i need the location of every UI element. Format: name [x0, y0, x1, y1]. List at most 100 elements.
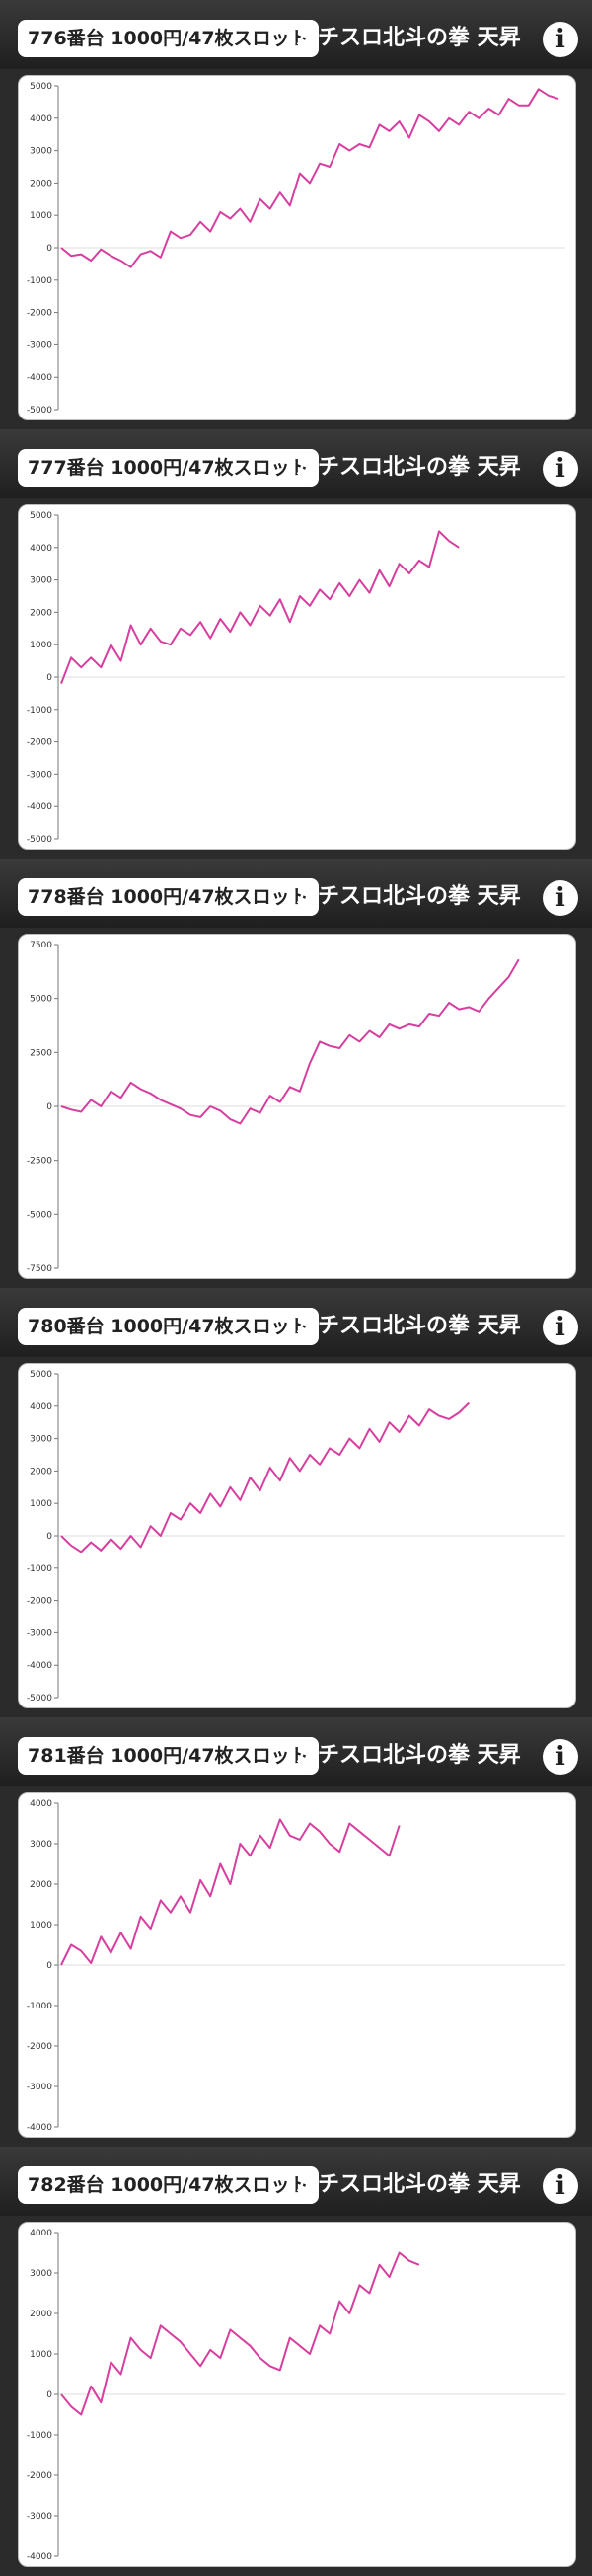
panel-header: 782番台 1000円/47枚スロット パチスロ北斗の拳 天昇 i [0, 2147, 592, 2216]
machine-panel: 782番台 1000円/47枚スロット パチスロ北斗の拳 天昇 i 4000 3000 2… [0, 2147, 592, 2576]
y-tick-label: -5000 [27, 1694, 52, 1704]
y-tick-label: 5000 [30, 1370, 52, 1380]
y-tick-label: -2000 [27, 309, 52, 319]
machine-number-label: 777番台 1000円/47枚スロット [18, 449, 319, 487]
y-tick-label: -2000 [27, 738, 52, 748]
y-tick-label: 4000 [30, 1402, 52, 1412]
slump-series-line [60, 958, 520, 1125]
slump-graph-card: 4000 3000 2000 1000 0 -1000 -2000 -3000 -4000 [18, 1792, 576, 2138]
y-tick-label: 2000 [30, 1467, 52, 1477]
machine-name: パチスロ北斗の拳 天昇 [296, 26, 521, 50]
panel-header: 776番台 1000円/47枚スロット パチスロ北斗の拳 天昇 i [0, 0, 592, 69]
y-tick-label: -3000 [27, 2512, 52, 2522]
y-tick-label: -1000 [27, 276, 52, 286]
machine-panel: 778番台 1000円/47枚スロット パチスロ北斗の拳 天昇 i 7500 5000 2… [0, 859, 592, 1288]
y-tick-label: -3000 [27, 2083, 52, 2092]
slump-line-chart: 4000 3000 2000 1000 0 -1000 -2000 -3000 -4000 [27, 2229, 565, 2562]
y-tick-label: 3000 [30, 1435, 52, 1445]
y-tick-label: -5000 [27, 835, 52, 845]
y-tick-label: 4000 [30, 114, 52, 124]
y-tick-label: 3000 [30, 576, 52, 586]
slump-series-line [60, 1402, 471, 1553]
y-tick-label: 1000 [30, 1921, 52, 1931]
y-tick-label: 2500 [30, 1048, 52, 1058]
y-tick-label: 0 [46, 1102, 52, 1112]
y-tick-label: 1000 [30, 1499, 52, 1509]
info-circle-icon[interactable]: i [543, 880, 578, 916]
y-tick-label: 5000 [30, 995, 52, 1005]
machine-panel: 780番台 1000円/47枚スロット パチスロ北斗の拳 天昇 i 5000 4000 3… [0, 1288, 592, 1717]
info-circle-icon[interactable]: i [543, 2168, 578, 2204]
slump-line-chart: 7500 5000 2500 0 -2500 -5000 -7500 [27, 941, 565, 1274]
panel-header: 777番台 1000円/47枚スロット パチスロ北斗の拳 天昇 i [0, 429, 592, 498]
y-tick-label: -4000 [27, 2552, 52, 2562]
slump-series-line [60, 530, 460, 684]
machine-number-label: 781番台 1000円/47枚スロット [18, 1737, 319, 1775]
y-tick-label: -5000 [27, 406, 52, 416]
y-tick-label: -2500 [27, 1157, 52, 1167]
machine-name: パチスロ北斗の拳 天昇 [296, 1314, 521, 1338]
y-tick-label: -5000 [27, 1210, 52, 1220]
panel-header: 778番台 1000円/47枚スロット パチスロ北斗の拳 天昇 i [0, 859, 592, 928]
slump-graph-card: 5000 4000 3000 2000 1000 0 -1000 -2000 -3000 -400… [18, 75, 576, 420]
slump-graph-card: 7500 5000 2500 0 -2500 -5000 -7500 [18, 934, 576, 1279]
y-tick-label: 0 [46, 1961, 52, 1971]
machine-name: パチスロ北斗の拳 天昇 [296, 2172, 521, 2197]
y-tick-label: 4000 [30, 544, 52, 554]
machine-number-label: 776番台 1000円/47枚スロット [18, 20, 319, 57]
info-circle-icon[interactable]: i [543, 1310, 578, 1345]
y-tick-label: -3000 [27, 341, 52, 350]
info-circle-icon[interactable]: i [543, 1739, 578, 1775]
y-tick-label: 4000 [30, 2229, 52, 2238]
machine-name: パチスロ北斗の拳 天昇 [296, 1743, 521, 1768]
info-circle-icon[interactable]: i [543, 451, 578, 487]
machine-name: パチスロ北斗の拳 天昇 [296, 884, 521, 909]
y-tick-label: 2000 [30, 2310, 52, 2319]
y-tick-label: -2000 [27, 2042, 52, 2052]
y-tick-label: 4000 [30, 1799, 52, 1809]
info-circle-icon[interactable]: i [543, 22, 578, 57]
machine-panel: 776番台 1000円/47枚スロット パチスロ北斗の拳 天昇 i 5000 4000 3… [0, 0, 592, 429]
y-tick-label: 1000 [30, 211, 52, 221]
y-tick-label: 3000 [30, 1840, 52, 1850]
y-tick-label: 3000 [30, 2269, 52, 2279]
panel-header: 781番台 1000円/47枚スロット パチスロ北斗の拳 天昇 i [0, 1717, 592, 1786]
y-tick-label: -1000 [27, 2002, 52, 2011]
y-tick-label: 0 [46, 673, 52, 683]
slump-series-line [60, 88, 559, 268]
y-tick-label: -3000 [27, 1629, 52, 1638]
y-tick-label: -4000 [27, 802, 52, 812]
slump-line-chart: 4000 3000 2000 1000 0 -1000 -2000 -3000 -4000 [27, 1799, 565, 2133]
y-tick-label: -7500 [27, 1264, 52, 1274]
y-tick-label: -3000 [27, 770, 52, 780]
y-tick-label: 3000 [30, 147, 52, 157]
y-tick-label: -1000 [27, 2431, 52, 2441]
y-tick-label: 2000 [30, 608, 52, 618]
y-tick-label: 1000 [30, 641, 52, 650]
y-tick-label: 2000 [30, 179, 52, 189]
slump-graph-card: 5000 4000 3000 2000 1000 0 -1000 -2000 -3000 -400… [18, 504, 576, 850]
y-tick-label: 0 [46, 244, 52, 254]
machine-name: パチスロ北斗の拳 天昇 [296, 455, 521, 480]
machine-number-label: 782番台 1000円/47枚スロット [18, 2166, 319, 2204]
y-tick-label: -4000 [27, 2123, 52, 2133]
y-tick-label: -4000 [27, 373, 52, 383]
slump-series-line [60, 1818, 401, 1966]
machine-panel: 777番台 1000円/47枚スロット パチスロ北斗の拳 天昇 i 5000 4000 3… [0, 429, 592, 859]
machine-panel: 781番台 1000円/47枚スロット パチスロ北斗の拳 天昇 i 4000 3000 2… [0, 1717, 592, 2147]
slump-line-chart: 5000 4000 3000 2000 1000 0 -1000 -2000 -3000 -400… [27, 82, 565, 416]
slump-line-chart: 5000 4000 3000 2000 1000 0 -1000 -2000 -3000 -400… [27, 1370, 565, 1704]
y-tick-label: 2000 [30, 1880, 52, 1890]
y-tick-label: 5000 [30, 511, 52, 521]
slump-line-chart: 5000 4000 3000 2000 1000 0 -1000 -2000 -3000 -400… [27, 511, 565, 845]
y-tick-label: 1000 [30, 2350, 52, 2360]
machine-number-label: 780番台 1000円/47枚スロット [18, 1308, 319, 1345]
y-tick-label: 7500 [30, 941, 52, 950]
y-tick-label: 0 [46, 2390, 52, 2400]
panel-header: 780番台 1000円/47枚スロット パチスロ北斗の拳 天昇 i [0, 1288, 592, 1357]
y-tick-label: 0 [46, 1532, 52, 1542]
y-tick-label: -4000 [27, 1661, 52, 1671]
y-tick-label: 5000 [30, 82, 52, 92]
slump-graph-card: 5000 4000 3000 2000 1000 0 -1000 -2000 -3000 -400… [18, 1363, 576, 1708]
y-tick-label: -1000 [27, 1564, 52, 1574]
